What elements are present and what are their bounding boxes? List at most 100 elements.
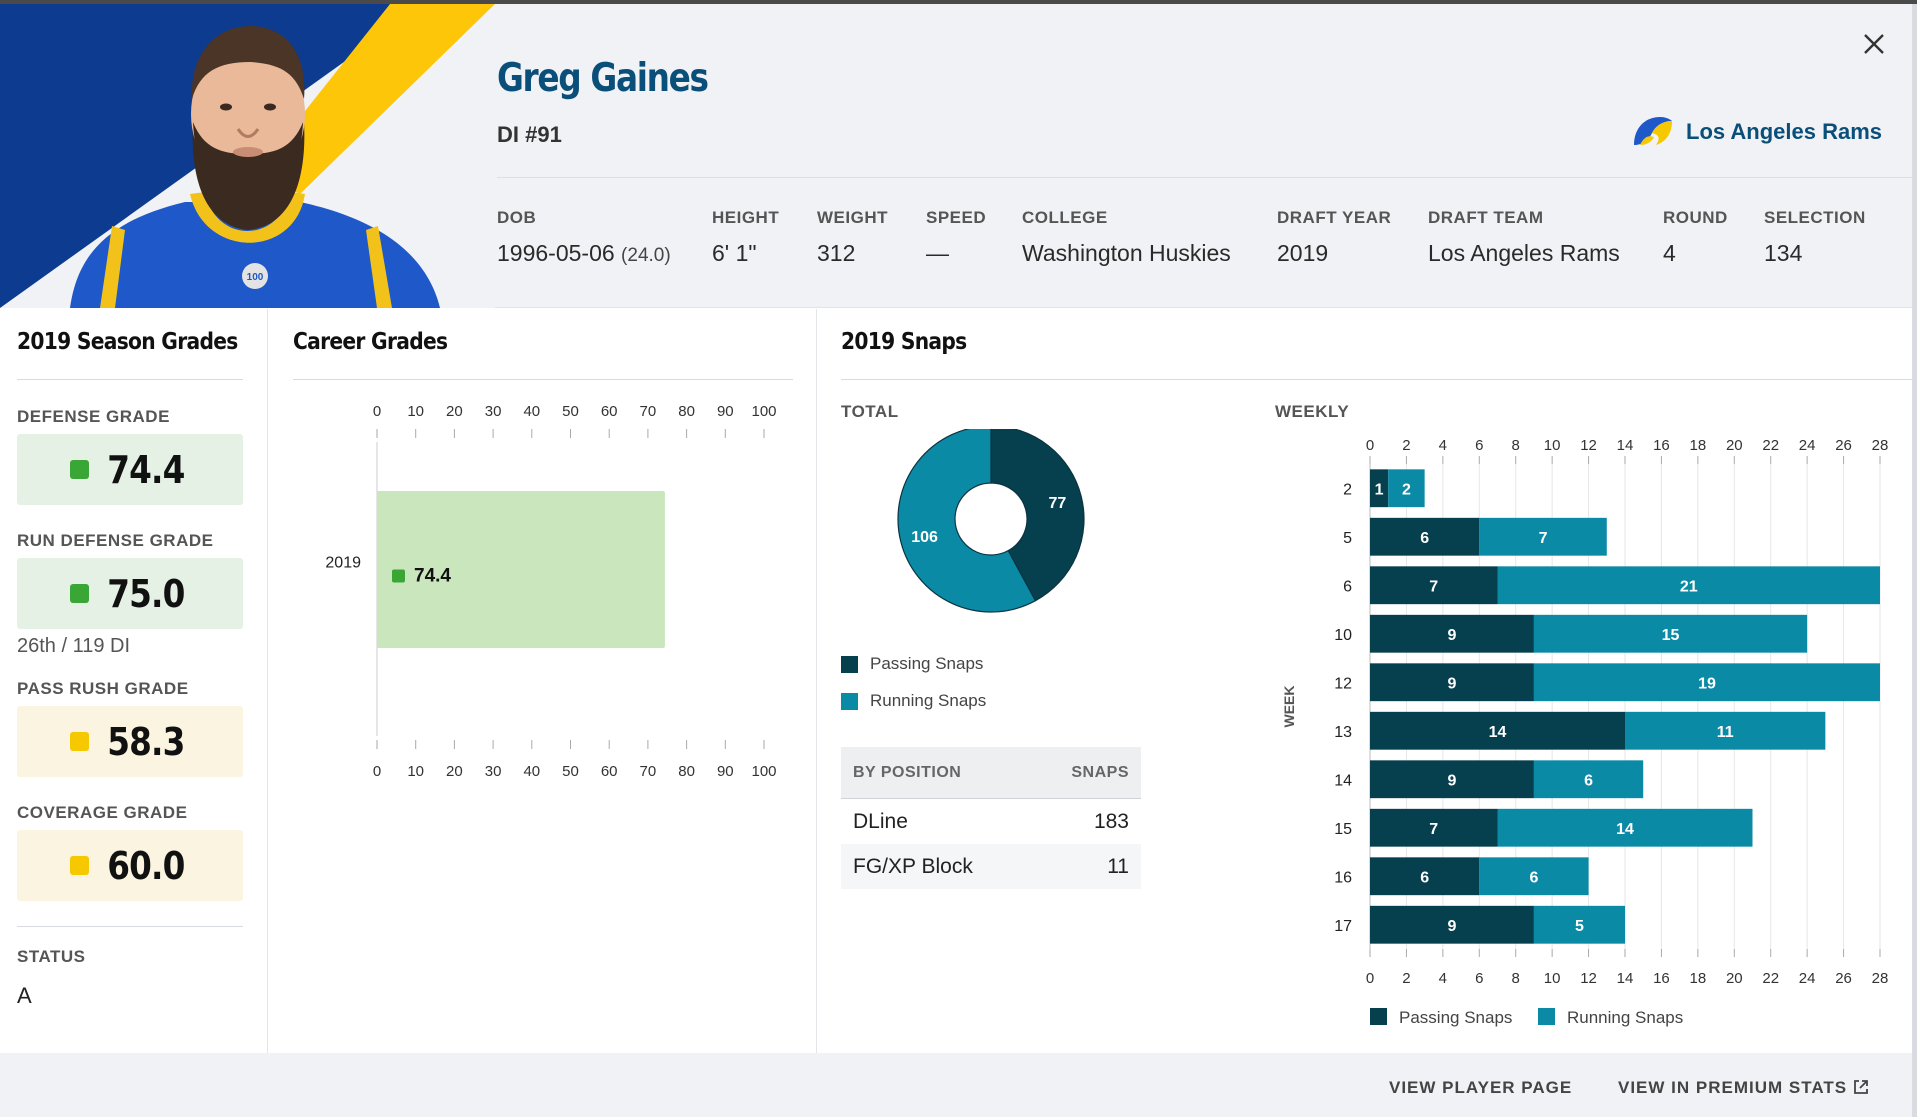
legend-label: Running Snaps [870, 691, 987, 710]
x-tick-label-bottom: 4 [1439, 970, 1447, 987]
y-axis-title: WEEK [1281, 686, 1297, 728]
bar-value-label: 15 [1662, 627, 1680, 644]
x-tick-label-bottom: 12 [1580, 970, 1597, 987]
running-swatch-icon [1538, 1008, 1555, 1025]
season-grades-panel: 2019 Season Grades DEFENSE GRADE 74.4 RU… [0, 309, 268, 1053]
x-tick-label-bottom: 0 [1366, 970, 1374, 987]
defense-grade-label: DEFENSE GRADE [17, 407, 170, 426]
snaps-cell: 183 [1093, 809, 1129, 833]
team-name: Los Angeles Rams [1686, 119, 1883, 144]
passing-swatch-icon [1370, 1008, 1387, 1025]
running-bar [1533, 760, 1644, 799]
career-grades-panel: Career Grades 0 0 10 10 20 20 30 30 40 40 50 50 60 60… [269, 309, 817, 1053]
run-defense-grade-value: 75.0 [106, 571, 185, 616]
bio-weight: WEIGHT 312 [817, 208, 888, 267]
passing-bar [1370, 760, 1534, 799]
x-tick-label-top: 0 [373, 403, 381, 420]
x-tick-label-top: 0 [1366, 437, 1374, 454]
x-tick-label-bottom: 10 [407, 763, 424, 780]
close-icon [1864, 34, 1884, 54]
grade-indicator-icon [69, 584, 89, 603]
x-tick-label-top: 10 [407, 403, 424, 420]
legend-passing: Passing Snaps [841, 654, 983, 674]
x-tick-label-bottom: 70 [640, 763, 657, 780]
bio-value: 312 [817, 240, 856, 266]
by-position-table: BY POSITION SNAPS DLine 183 FG/XP Block … [841, 747, 1141, 889]
defense-grade-value: 74.4 [106, 447, 185, 492]
age-value: (24.0) [621, 245, 671, 266]
x-tick-label-bottom: 40 [523, 763, 540, 780]
column-header-position: BY POSITION [853, 763, 962, 781]
x-tick-label-bottom: 10 [1544, 970, 1561, 987]
y-category-label: 2019 [325, 555, 361, 572]
bio-label: DRAFT YEAR [1277, 208, 1392, 227]
bio-value: 2019 [1277, 240, 1329, 266]
x-tick-label-top: 8 [1512, 437, 1520, 454]
bio-label: COLLEGE [1022, 208, 1108, 227]
week-label: 17 [1334, 918, 1352, 935]
snaps-panel: 2019 Snaps TOTAL 77 106 Passing Snaps Run… [818, 309, 1912, 1053]
close-button[interactable] [1857, 30, 1891, 64]
header-divider [497, 177, 1912, 178]
column-header-snaps: SNAPS [1071, 763, 1129, 781]
running-bar [1533, 663, 1880, 702]
bio-label: DOB [497, 208, 537, 227]
bio-value: 6' 1" [712, 240, 757, 266]
bio-label: DRAFT TEAM [1428, 208, 1544, 227]
table-row: DLine 183 [841, 799, 1141, 844]
scrollbar-track[interactable] [1912, 4, 1917, 1117]
coverage-grade-value: 60.0 [106, 843, 185, 888]
x-tick-label-bottom: 30 [485, 763, 502, 780]
x-tick-label-bottom: 80 [678, 763, 695, 780]
passing-bar [1370, 469, 1389, 508]
career-grades-title: Career Grades [293, 329, 448, 355]
bio-height: HEIGHT 6' 1" [712, 208, 779, 267]
donut-value-label: 106 [911, 529, 938, 546]
x-tick-label-top: 60 [601, 403, 618, 420]
bio-label: HEIGHT [712, 208, 780, 227]
bar-value-label: 21 [1680, 578, 1698, 595]
coverage-grade-box: 60.0 [17, 830, 243, 901]
bio-speed: SPEED — [926, 208, 986, 267]
weekly-snaps-chart: 0022446688101012121414161618182020222224… [1281, 437, 1888, 1027]
bio-value: 134 [1764, 240, 1803, 266]
x-tick-label-bottom: 100 [751, 763, 776, 780]
bio-selection: SELECTION 134 [1764, 208, 1866, 267]
pass-rush-grade-box: 58.3 [17, 706, 243, 777]
bio-draft-team: DRAFT TEAM Los Angeles Rams [1428, 208, 1620, 267]
section-divider [17, 926, 243, 927]
status-label: STATUS [17, 947, 86, 966]
week-label: 15 [1334, 821, 1352, 838]
x-tick-label-bottom: 50 [562, 763, 579, 780]
bio-value: — [926, 240, 949, 266]
top-border [0, 0, 1917, 4]
bar-value-label: 6 [1584, 772, 1593, 789]
running-bar [1497, 566, 1880, 605]
bar-value-label: 6 [1420, 530, 1429, 547]
bar-value-label: 9 [1448, 675, 1457, 692]
legend-label: Passing Snaps [870, 654, 984, 673]
career-grade-bar [377, 491, 665, 648]
week-label: 2 [1343, 481, 1352, 498]
section-divider [293, 379, 793, 380]
bio-dob: DOB 1996-05-06 (24.0) [497, 208, 671, 267]
status-value: A [17, 983, 32, 1008]
running-bar [1388, 469, 1425, 508]
pass-rush-grade-value: 58.3 [106, 719, 185, 764]
team-link[interactable]: Los Angeles Rams [1630, 115, 1882, 149]
table-row: FG/XP Block 11 [841, 844, 1141, 889]
passing-bar [1370, 614, 1534, 653]
running-bar [1479, 857, 1589, 896]
x-tick-label-top: 22 [1762, 437, 1779, 454]
x-tick-label-top: 20 [1726, 437, 1743, 454]
view-player-page-link[interactable]: VIEW PLAYER PAGE [1389, 1078, 1573, 1097]
premium-link-label: VIEW IN PREMIUM STATS [1618, 1078, 1848, 1097]
x-tick-label-top: 12 [1580, 437, 1597, 454]
view-premium-stats-link[interactable]: VIEW IN PREMIUM STATS [1618, 1078, 1869, 1098]
running-bar [1497, 808, 1753, 847]
x-tick-label-top: 6 [1475, 437, 1483, 454]
career-grades-chart: 0 0 10 10 20 20 30 30 40 40 50 50 60 60 70 70 80 80 90 90 10… [325, 403, 776, 780]
x-tick-label-top: 26 [1835, 437, 1852, 454]
week-label: 6 [1343, 578, 1352, 595]
